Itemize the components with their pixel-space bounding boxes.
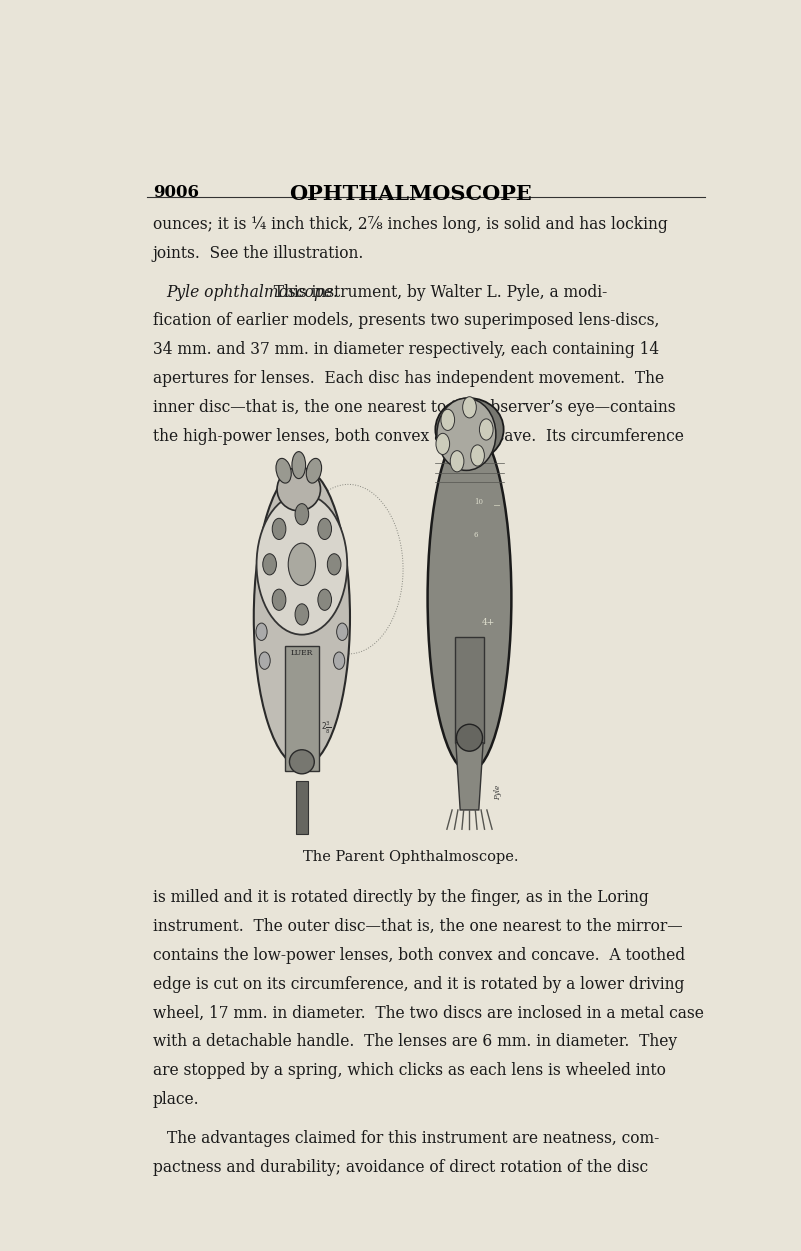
Text: 4+: 4+ bbox=[481, 618, 495, 627]
Bar bbox=[455, 637, 485, 743]
Ellipse shape bbox=[306, 458, 321, 483]
Circle shape bbox=[295, 604, 308, 626]
Text: apertures for lenses.  Each disc has independent movement.  The: apertures for lenses. Each disc has inde… bbox=[153, 370, 664, 388]
Circle shape bbox=[336, 623, 348, 641]
Circle shape bbox=[318, 518, 332, 539]
Ellipse shape bbox=[437, 398, 496, 470]
Ellipse shape bbox=[254, 468, 350, 767]
Text: ounces; it is ¼ inch thick, 2⅞ inches long, is solid and has locking: ounces; it is ¼ inch thick, 2⅞ inches lo… bbox=[153, 215, 668, 233]
Circle shape bbox=[471, 445, 485, 467]
Text: pactness and durability; avoidance of direct rotation of the disc: pactness and durability; avoidance of di… bbox=[153, 1160, 648, 1176]
Circle shape bbox=[436, 433, 449, 454]
Text: 6: 6 bbox=[473, 532, 478, 539]
Circle shape bbox=[256, 623, 267, 641]
Bar bbox=[296, 781, 308, 834]
Text: This instrument, by Walter L. Pyle, a modi-: This instrument, by Walter L. Pyle, a mo… bbox=[264, 284, 607, 300]
Text: −: − bbox=[493, 502, 501, 510]
Circle shape bbox=[480, 419, 493, 440]
Text: the high-power lenses, both convex and concave.  Its circumference: the high-power lenses, both convex and c… bbox=[153, 428, 684, 445]
Text: contains the low-power lenses, both convex and concave.  A toothed: contains the low-power lenses, both conv… bbox=[153, 947, 685, 963]
Circle shape bbox=[272, 518, 286, 539]
Ellipse shape bbox=[276, 458, 292, 483]
Circle shape bbox=[441, 409, 455, 430]
Text: 10: 10 bbox=[474, 498, 483, 505]
Text: fication of earlier models, presents two superimposed lens-discs,: fication of earlier models, presents two… bbox=[153, 313, 659, 329]
Polygon shape bbox=[456, 743, 483, 809]
Circle shape bbox=[333, 652, 344, 669]
Circle shape bbox=[328, 554, 341, 575]
Circle shape bbox=[288, 543, 316, 585]
Text: are stopped by a spring, which clicks as each lens is wheeled into: are stopped by a spring, which clicks as… bbox=[153, 1062, 666, 1080]
Text: $2\frac{3}{8}$: $2\frac{3}{8}$ bbox=[320, 721, 331, 736]
Text: is milled and it is rotated directly by the finger, as in the Loring: is milled and it is rotated directly by … bbox=[153, 889, 649, 906]
Ellipse shape bbox=[289, 749, 314, 774]
Text: place.: place. bbox=[153, 1091, 199, 1108]
Text: 9006: 9006 bbox=[153, 184, 199, 201]
Text: Pyle: Pyle bbox=[494, 786, 502, 801]
Text: joints.  See the illustration.: joints. See the illustration. bbox=[153, 244, 364, 261]
Bar bbox=[181, 454, 640, 839]
Ellipse shape bbox=[292, 452, 306, 479]
Text: instrument.  The outer disc—that is, the one nearest to the mirror—: instrument. The outer disc—that is, the … bbox=[153, 918, 682, 934]
Ellipse shape bbox=[428, 424, 511, 772]
Circle shape bbox=[259, 652, 270, 669]
Circle shape bbox=[295, 504, 308, 525]
Text: edge is cut on its circumference, and it is rotated by a lower driving: edge is cut on its circumference, and it… bbox=[153, 976, 684, 992]
Circle shape bbox=[263, 554, 276, 575]
Text: wheel, 17 mm. in diameter.  The two discs are inclosed in a metal case: wheel, 17 mm. in diameter. The two discs… bbox=[153, 1005, 704, 1022]
Text: The advantages claimed for this instrument are neatness, com-: The advantages claimed for this instrume… bbox=[167, 1130, 658, 1147]
Text: 34 mm. and 37 mm. in diameter respectively, each containing 14: 34 mm. and 37 mm. in diameter respective… bbox=[153, 342, 659, 358]
Circle shape bbox=[256, 494, 347, 634]
Text: OPHTHALMOSCOPE: OPHTHALMOSCOPE bbox=[289, 184, 532, 204]
Bar bbox=[285, 647, 319, 772]
Ellipse shape bbox=[457, 724, 482, 751]
Ellipse shape bbox=[277, 468, 320, 510]
Text: The Parent Ophthalmoscope.: The Parent Ophthalmoscope. bbox=[303, 851, 518, 864]
Text: with a detachable handle.  The lenses are 6 mm. in diameter.  They: with a detachable handle. The lenses are… bbox=[153, 1033, 677, 1051]
Text: Pyle ophthalmoscope.: Pyle ophthalmoscope. bbox=[167, 284, 339, 300]
Circle shape bbox=[450, 450, 464, 472]
Circle shape bbox=[318, 589, 332, 610]
Text: inner disc—that is, the one nearest to the observer’s eye—contains: inner disc—that is, the one nearest to t… bbox=[153, 399, 675, 417]
Circle shape bbox=[272, 589, 286, 610]
Text: LUER: LUER bbox=[291, 649, 313, 657]
Circle shape bbox=[463, 397, 477, 418]
Ellipse shape bbox=[436, 398, 504, 460]
